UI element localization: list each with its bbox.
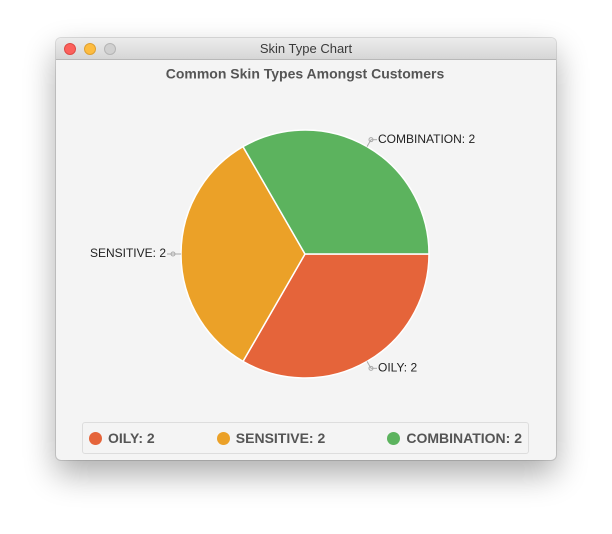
chart-area: Common Skin Types Amongst Customers OILY… bbox=[56, 60, 556, 460]
label-line bbox=[366, 139, 372, 147]
title-bar: Skin Type Chart bbox=[56, 38, 556, 60]
window-title: Skin Type Chart bbox=[259, 41, 353, 56]
pie-slice bbox=[241, 253, 430, 379]
legend-label: COMBINATION: 2 bbox=[406, 430, 522, 446]
label-dot bbox=[368, 365, 374, 371]
pie-slice bbox=[180, 145, 306, 363]
zoom-button bbox=[104, 43, 116, 55]
close-button[interactable] bbox=[64, 43, 76, 55]
legend-label: OILY: 2 bbox=[108, 430, 155, 446]
window: Skin Type Chart Common Skin Types Amongs… bbox=[56, 38, 556, 460]
legend: OILY: 2 SENSITIVE: 2 COMBINATION: 2 bbox=[82, 422, 529, 454]
legend-item: SENSITIVE: 2 bbox=[216, 430, 326, 446]
chart: Common Skin Types Amongst Customers OILY… bbox=[90, 66, 475, 379]
label-dot bbox=[368, 137, 374, 143]
slice-label: OILY: 2 bbox=[378, 360, 417, 374]
legend-label: SENSITIVE: 2 bbox=[235, 430, 326, 446]
slice-label: COMBINATION: 2 bbox=[378, 132, 475, 146]
legend-symbol bbox=[216, 431, 230, 445]
label-dot bbox=[170, 251, 176, 257]
minimize-button[interactable] bbox=[84, 43, 96, 55]
legend-symbol bbox=[387, 431, 401, 445]
legend-item: COMBINATION: 2 bbox=[387, 430, 522, 446]
legend-symbol bbox=[89, 431, 102, 445]
chart-title: Common Skin Types Amongst Customers bbox=[166, 66, 445, 82]
label-line bbox=[366, 361, 372, 369]
legend-item: OILY: 2 bbox=[89, 430, 155, 446]
slice-label: SENSITIVE: 2 bbox=[90, 246, 166, 260]
